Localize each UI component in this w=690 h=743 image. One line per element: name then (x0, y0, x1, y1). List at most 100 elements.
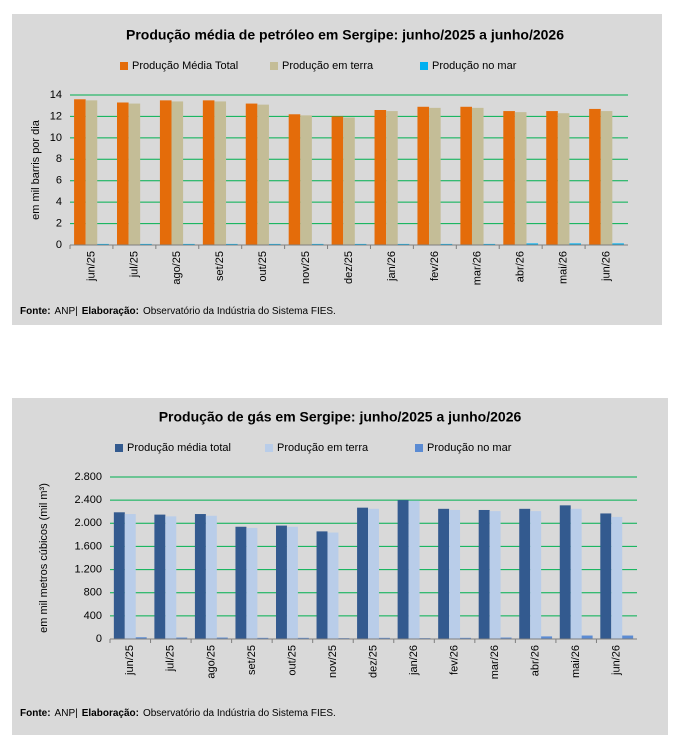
bar (343, 117, 355, 245)
y-tick-label: 12 (50, 110, 62, 122)
legend-swatch (115, 444, 123, 452)
bar (519, 508, 531, 639)
y-tick-label: 2.400 (74, 494, 102, 506)
x-tick-label: ago/25 (205, 645, 217, 679)
bar (514, 112, 527, 246)
bar (316, 531, 328, 639)
legend-label: Produção Média Total (132, 60, 238, 72)
bar (622, 635, 634, 639)
y-axis-label: em mil metros cúbicos (mil m³) (38, 483, 50, 633)
bar (489, 511, 501, 639)
x-tick-label: mai/26 (570, 645, 582, 678)
source-part: Elaboração: (82, 306, 139, 317)
legend-label: Produção no mar (427, 442, 512, 454)
y-tick-label: 4 (56, 196, 62, 208)
x-tick-label: dez/25 (343, 251, 355, 284)
bar (257, 637, 269, 639)
bar (417, 106, 430, 246)
legend-swatch (270, 62, 278, 70)
bar (546, 111, 558, 245)
bar (286, 526, 298, 639)
bar (600, 111, 613, 245)
bar (311, 243, 324, 245)
bar (557, 113, 570, 245)
x-tick-label: set/25 (246, 645, 258, 675)
x-tick-label: jun/26 (600, 251, 612, 282)
source-part: ANP| (55, 708, 78, 719)
source-part: Observatório da Indústria do Sistema FIE… (143, 306, 336, 317)
x-tick-label: jun/25 (124, 645, 136, 676)
bar (128, 103, 141, 245)
y-tick-label: 0 (96, 633, 102, 645)
x-tick-label: abr/26 (530, 645, 542, 676)
bar (374, 110, 387, 245)
bar (368, 508, 379, 639)
legend-swatch (265, 444, 273, 452)
y-tick-label: 14 (50, 89, 62, 101)
legend-label: Produção média total (127, 442, 231, 454)
y-tick-label: 2 (56, 217, 62, 229)
bar (559, 505, 571, 639)
y-tick-label: 6 (56, 175, 62, 187)
bar (226, 243, 238, 245)
y-tick-label: 8 (56, 153, 62, 165)
source-part: Elaboração: (82, 708, 139, 719)
bar (216, 637, 228, 639)
bar (589, 108, 601, 245)
bar (541, 636, 553, 639)
bar (460, 637, 471, 639)
bar (612, 243, 624, 245)
bar (268, 243, 281, 245)
bar (140, 243, 152, 245)
bar (117, 102, 129, 245)
legend-swatch (120, 62, 128, 70)
bar (478, 509, 490, 639)
bar (429, 107, 441, 245)
bar (235, 526, 247, 639)
source-part: ANP| (55, 306, 78, 317)
x-tick-label: nov/25 (327, 645, 339, 678)
bar (159, 100, 172, 245)
chart-title: Produção média de petróleo em Sergipe: j… (126, 27, 564, 43)
bar (246, 527, 258, 639)
x-tick-label: jul/25 (128, 251, 140, 278)
bar (408, 500, 420, 639)
legend-label: Produção em terra (277, 442, 369, 454)
x-tick-label: nov/25 (300, 251, 312, 284)
bar (113, 512, 125, 639)
bar (194, 514, 206, 639)
y-tick-label: 10 (50, 132, 62, 144)
y-tick-label: 1.600 (74, 540, 102, 552)
x-tick-label: jun/26 (611, 645, 623, 676)
bar (600, 513, 612, 639)
bar (526, 243, 539, 245)
bar (297, 637, 309, 639)
y-tick-label: 1.200 (74, 563, 102, 575)
bar (176, 637, 188, 639)
x-tick-label: set/25 (214, 251, 226, 281)
bar (397, 500, 409, 639)
legend-swatch (415, 444, 423, 452)
bar (327, 532, 339, 639)
x-tick-label: fev/26 (429, 251, 441, 281)
bar (530, 511, 542, 639)
bar (300, 115, 312, 245)
legend-label: Produção em terra (282, 60, 374, 72)
bar (331, 116, 344, 245)
y-tick-label: 800 (84, 587, 102, 599)
source-part: Fonte: (20, 708, 51, 719)
y-tick-label: 400 (84, 610, 102, 622)
bar (205, 515, 217, 639)
bar (611, 516, 623, 639)
x-tick-label: fev/26 (448, 645, 460, 675)
x-tick-label: jun/25 (85, 251, 97, 282)
bar (171, 101, 184, 245)
bar (202, 100, 215, 245)
bar (257, 104, 269, 246)
source-part: Observatório da Indústria do Sistema FIE… (143, 708, 336, 719)
bar (581, 635, 593, 639)
y-axis-label: em mil barris por dia (30, 119, 42, 220)
x-tick-label: jan/26 (386, 251, 398, 282)
bar (569, 243, 581, 245)
bar (354, 243, 367, 245)
